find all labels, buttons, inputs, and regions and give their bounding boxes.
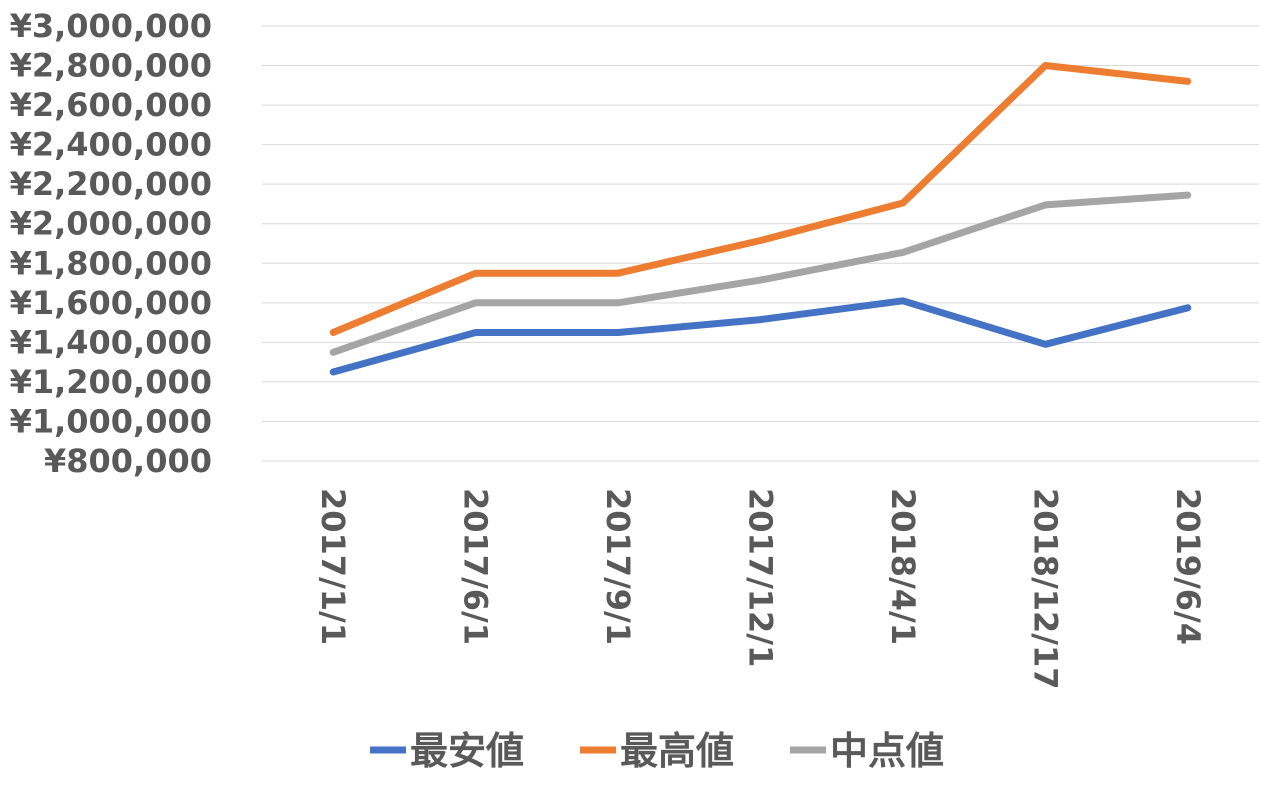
- legend-label: 最高値: [620, 729, 734, 773]
- series-line-2: [329, 62, 1192, 336]
- x-axis-ticks: 2017/1/1 2017/6/1 2017/9/1 2017/12/1 2018/4/…: [314, 488, 1207, 690]
- series-line-3: [329, 191, 1192, 356]
- x-tick-label: 2019/6/4: [1169, 488, 1207, 645]
- y-tick-label: ¥1,000,000: [10, 402, 212, 440]
- legend-label: 最安値: [410, 729, 524, 773]
- series-line-1: [329, 297, 1192, 376]
- x-tick-label: 2018/4/1: [884, 488, 922, 645]
- series-lines: [329, 62, 1192, 376]
- y-tick-label: ¥1,800,000: [10, 244, 212, 282]
- x-tick-label: 2018/12/17: [1026, 488, 1064, 690]
- y-tick-label: ¥2,200,000: [10, 165, 212, 203]
- y-tick-label: ¥1,400,000: [10, 323, 212, 361]
- y-tick-label: ¥2,000,000: [10, 205, 212, 243]
- y-tick-label: ¥1,200,000: [10, 363, 212, 401]
- y-tick-label: ¥2,800,000: [10, 47, 212, 85]
- y-axis-ticks: ¥800,000¥1,000,000¥1,200,000¥1,400,000¥1…: [10, 7, 212, 480]
- legend-label: 中点値: [830, 729, 944, 773]
- y-tick-label: ¥2,400,000: [10, 126, 212, 164]
- gridlines: [262, 25, 1259, 462]
- y-tick-label: ¥800,000: [44, 442, 212, 480]
- x-tick-label: 2017/6/1: [457, 488, 495, 645]
- x-tick-label: 2017/12/1: [742, 488, 780, 667]
- x-tick-label: 2017/9/1: [599, 488, 637, 645]
- y-tick-label: ¥3,000,000: [10, 7, 212, 45]
- x-tick-label: 2017/1/1: [314, 488, 352, 645]
- legend: 最安値 最高値 中点値: [370, 729, 944, 773]
- y-tick-label: ¥1,600,000: [10, 284, 212, 322]
- y-tick-label: ¥2,600,000: [10, 86, 212, 124]
